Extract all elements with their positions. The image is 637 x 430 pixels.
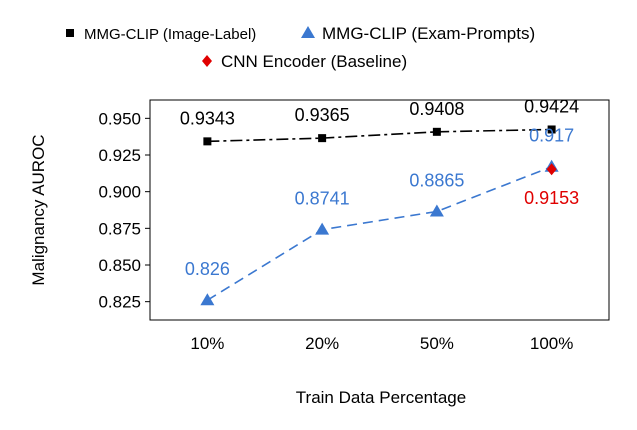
data-point-1 <box>315 222 330 235</box>
data-labels: 0.9343 0.9365 0.9408 0.9424 0.826 0.8741 0.886… <box>180 96 579 279</box>
series-markers <box>200 125 559 306</box>
data-label: 0.9408 <box>409 99 464 119</box>
y-tick-label: 0.900 <box>98 183 141 202</box>
data-label: 0.826 <box>185 259 230 279</box>
y-tick-label: 0.925 <box>98 146 141 165</box>
x-tick-label: 100% <box>530 334 573 353</box>
x-axis: 10% 20% 50% 100% <box>190 334 573 353</box>
y-axis-title: Malignancy AUROC <box>29 134 48 285</box>
y-tick-label: 0.950 <box>98 109 141 128</box>
legend-marker-1 <box>301 26 315 38</box>
data-point-1 <box>429 204 444 217</box>
y-axis: 0.825 0.850 0.875 0.900 0.925 0.950 <box>98 109 150 312</box>
data-label: 0.9424 <box>524 96 579 116</box>
plot-area <box>149 99 610 321</box>
legend-label: CNN Encoder (Baseline) <box>221 52 407 71</box>
data-label: 0.9153 <box>524 188 579 208</box>
series-line-1 <box>206 165 552 301</box>
data-point-1 <box>200 293 215 306</box>
data-point-0 <box>547 125 556 134</box>
data-point-0 <box>432 127 441 136</box>
data-point-0 <box>203 137 212 146</box>
y-tick-label: 0.825 <box>98 293 141 312</box>
x-tick-label: 20% <box>305 334 339 353</box>
x-tick-label: 10% <box>190 334 224 353</box>
legend-label: MMG-CLIP (Image-Label) <box>84 26 256 43</box>
legend-marker-0 <box>66 29 74 37</box>
x-tick-label: 50% <box>420 334 454 353</box>
legend-marker-2 <box>202 55 212 67</box>
data-label: 0.917 <box>529 126 574 146</box>
data-point-2 <box>546 163 557 176</box>
data-label: 0.8865 <box>409 170 464 190</box>
y-tick-label: 0.875 <box>98 219 141 238</box>
series-lines <box>206 128 552 301</box>
x-axis-title: Train Data Percentage <box>296 388 466 407</box>
data-point-0 <box>318 134 327 143</box>
series-line-0 <box>207 128 552 143</box>
legend: MMG-CLIP (Image-Label) MMG-CLIP (Exam-Pro… <box>66 24 535 71</box>
data-label: 0.8741 <box>295 189 350 209</box>
legend-label: MMG-CLIP (Exam-Prompts) <box>322 24 535 43</box>
data-label: 0.9343 <box>180 108 235 128</box>
y-tick-label: 0.850 <box>98 256 141 275</box>
data-label: 0.9365 <box>295 105 350 125</box>
